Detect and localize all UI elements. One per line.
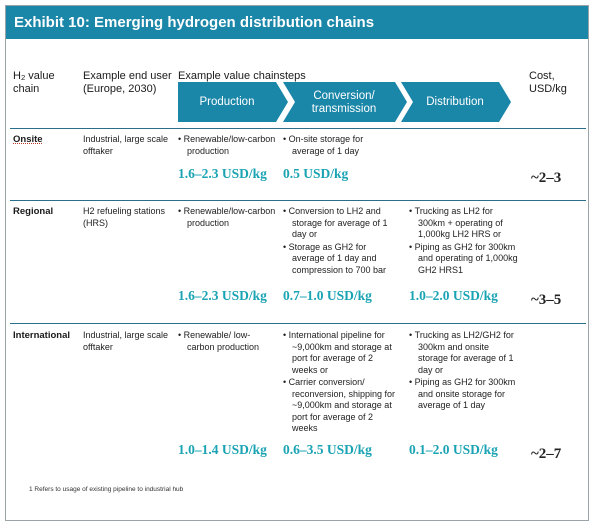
- divider-row-2: [10, 323, 586, 324]
- row-end-user-onsite: Industrial, large scale offtaker: [83, 134, 169, 156]
- conversion-value-international: 0.6–3.5 USD/kg: [283, 442, 372, 457]
- divider-header: [10, 128, 586, 129]
- row-conversion-international: • International pipeline for ~9,000km an…: [283, 330, 398, 436]
- list-item: • Trucking as LH2/GH2 for 300km and onsi…: [409, 330, 514, 375]
- header-chain-label: value chain: [13, 70, 55, 95]
- footnote: 1 Refers to usage of existing pipeline t…: [29, 486, 184, 493]
- header-chain-sub: 2: [20, 73, 26, 82]
- conversion-value-regional: 0.7–1.0 USD/kg: [283, 288, 372, 303]
- conversion-value-onsite: 0.5 USD/kg: [283, 166, 349, 181]
- step-label-production: Production: [199, 96, 255, 108]
- row-end-user-international: Industrial, large scale offtaker: [83, 330, 169, 352]
- list-item: • Conversion to LH2 and storage for aver…: [283, 206, 388, 239]
- distribution-value-regional: 1.0–2.0 USD/kg: [409, 288, 498, 303]
- header-chain-prefix: H: [13, 70, 21, 82]
- list-item: • Renewable/ low-carbon production: [178, 330, 260, 352]
- list-item: • Renewable/low-carbon production: [178, 206, 276, 228]
- chevron-production: [178, 82, 288, 122]
- list-item: • Renewable/low-carbon production: [178, 134, 276, 156]
- step-label-conversion: Conversion/ transmission: [311, 90, 377, 115]
- divider-row-1: [10, 200, 586, 201]
- chevron-distribution: [401, 82, 511, 122]
- header-cost: Cost, USD/kg: [529, 70, 567, 95]
- row-conversion-onsite: • On-site storage for average of 1 day: [283, 134, 393, 158]
- list-item: • Piping as GH2 for 300km and onsite sto…: [409, 377, 516, 410]
- list-item: • On-site storage for average of 1 day: [283, 134, 364, 156]
- production-value-international: 1.0–1.4 USD/kg: [178, 442, 267, 457]
- cost-onsite: ~2–3: [531, 170, 562, 186]
- production-value-onsite: 1.6–2.3 USD/kg: [178, 166, 267, 181]
- list-item: • International pipeline for ~9,000km an…: [283, 330, 392, 375]
- header-end-user: Example end user (Europe, 2030): [83, 70, 172, 95]
- list-item: • Piping as GH2 for 300km and operating …: [409, 241, 518, 275]
- step-label-distribution: Distribution: [426, 96, 484, 108]
- row-distribution-international: • Trucking as LH2/GH2 for 300km and onsi…: [409, 330, 519, 413]
- row-chain-onsite: Onsite: [13, 134, 43, 145]
- row-production-regional: • Renewable/low-carbon production: [178, 206, 276, 230]
- row-production-international: • Renewable/ low-carbon production: [178, 330, 276, 354]
- list-item: • Storage as GH2 for average of 1 day an…: [283, 241, 387, 275]
- chevron-conversion: [283, 82, 407, 122]
- list-item: • Trucking as LH2 for 300km + operating …: [409, 206, 503, 239]
- row-production-onsite: • Renewable/low-carbon production: [178, 134, 276, 158]
- row-chain-regional: Regional: [13, 206, 54, 217]
- row-end-user-regional: H2 refueling stations (HRS): [83, 206, 166, 228]
- production-value-regional: 1.6–2.3 USD/kg: [178, 288, 267, 303]
- cost-international: ~2–7: [531, 446, 562, 462]
- header-chain: H2 value chain: [13, 70, 73, 96]
- exhibit-frame: [5, 5, 589, 521]
- row-chain-international: International: [13, 330, 71, 341]
- row-conversion-regional: • Conversion to LH2 and storage for aver…: [283, 206, 398, 277]
- cost-regional: ~3–5: [531, 292, 562, 308]
- exhibit-title: Exhibit 10: Emerging hydrogen distributi…: [6, 6, 588, 39]
- list-item: • Carrier conversion/ reconversion, ship…: [283, 377, 396, 433]
- row-distribution-regional: • Trucking as LH2 for 300km + operating …: [409, 206, 519, 277]
- header-value-chain-steps: Example value chainsteps: [178, 70, 306, 82]
- distribution-value-international: 0.1–2.0 USD/kg: [409, 442, 498, 457]
